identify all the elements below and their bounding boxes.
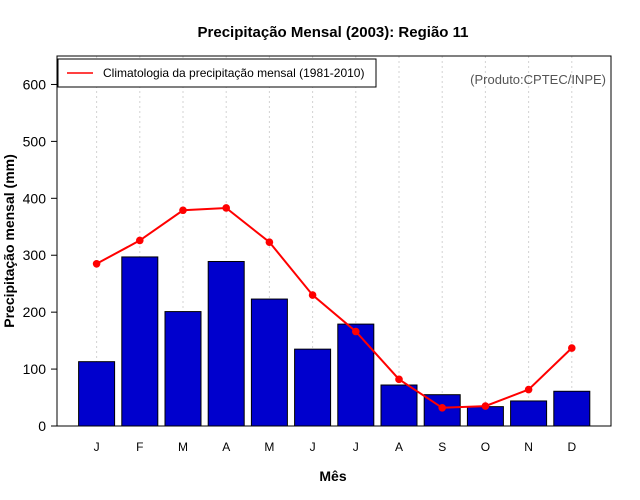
bar-series: [78, 256, 591, 427]
x-tick-label: J: [310, 440, 316, 454]
x-tick-label: D: [567, 440, 576, 454]
climatology-point: [308, 291, 317, 299]
legend: Climatologia da precipitação mensal (198…: [57, 58, 377, 88]
y-tick-label: 400: [23, 190, 47, 206]
y-tick-label: 300: [23, 247, 47, 263]
bar: [121, 256, 159, 427]
climatology-point: [481, 402, 490, 410]
climatology-series: [92, 204, 576, 412]
bar: [207, 260, 245, 427]
climatology-point: [92, 259, 101, 268]
bar: [553, 390, 591, 427]
legend-box: [57, 58, 377, 88]
climatology-point: [438, 403, 447, 412]
x-tick-label: M: [178, 440, 188, 454]
bar: [294, 348, 332, 427]
climatology-point: [395, 375, 403, 384]
climatology-point: [352, 327, 360, 336]
bar: [337, 323, 375, 427]
y-tick-label: 100: [23, 361, 47, 377]
bar: [164, 311, 202, 427]
legend-label: Climatologia da precipitação mensal (198…: [103, 66, 364, 80]
bar: [78, 361, 116, 427]
y-axis-label: Precipitação mensal (mm): [1, 154, 17, 328]
x-tick-label: A: [395, 440, 403, 454]
x-tick-label: F: [136, 440, 143, 454]
climatology-point: [265, 238, 274, 246]
y-axis: 0 100 200 300 400 500 600: [23, 56, 58, 434]
bar: [510, 400, 548, 427]
climatology-point: [136, 236, 144, 245]
y-tick-label: 200: [23, 304, 47, 320]
y-tick-label: 0: [38, 418, 46, 434]
x-tick-label: O: [481, 440, 490, 454]
x-tick-label: S: [438, 440, 446, 454]
x-axis-label: Mês: [319, 468, 346, 484]
x-tick-label: J: [94, 440, 100, 454]
x-tick-label: J: [353, 440, 359, 454]
climatology-point: [568, 344, 576, 352]
x-tick-label: N: [524, 440, 533, 454]
climatology-point: [179, 206, 187, 215]
source-annotation: (Produto:CPTEC/INPE): [470, 72, 606, 87]
climatology-point: [222, 204, 230, 212]
climatology-point: [524, 385, 533, 394]
y-tick-label: 500: [23, 133, 47, 149]
x-tick-label: M: [264, 440, 274, 454]
bar: [380, 384, 418, 427]
bar: [250, 298, 288, 427]
chart-title: Precipitação Mensal (2003): Região 11: [198, 24, 469, 41]
climatology-line: [96, 206, 573, 409]
y-tick-label: 600: [23, 76, 47, 92]
x-tick-label: A: [222, 440, 230, 454]
